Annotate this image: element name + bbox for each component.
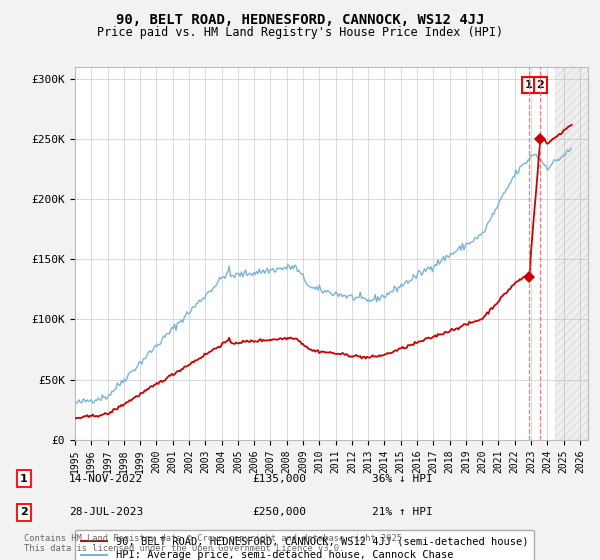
Text: Price paid vs. HM Land Registry's House Price Index (HPI): Price paid vs. HM Land Registry's House … [97,26,503,39]
Text: 90, BELT ROAD, HEDNESFORD, CANNOCK, WS12 4JJ: 90, BELT ROAD, HEDNESFORD, CANNOCK, WS12… [116,13,484,27]
Text: £250,000: £250,000 [252,507,306,517]
Text: 28-JUL-2023: 28-JUL-2023 [69,507,143,517]
Text: 2: 2 [20,507,28,517]
Bar [556,67,588,440]
Legend: 90, BELT ROAD, HEDNESFORD, CANNOCK, WS12 4JJ (semi-detached house), HPI: Average: 90, BELT ROAD, HEDNESFORD, CANNOCK, WS12… [75,530,535,560]
Text: Contains HM Land Registry data © Crown copyright and database right 2025.
This d: Contains HM Land Registry data © Crown c… [24,534,407,553]
Text: 14-NOV-2022: 14-NOV-2022 [69,474,143,484]
Text: 1: 1 [20,474,28,484]
Text: 21% ↑ HPI: 21% ↑ HPI [372,507,433,517]
Text: £135,000: £135,000 [252,474,306,484]
Text: 36% ↓ HPI: 36% ↓ HPI [372,474,433,484]
Text: 2: 2 [536,80,544,90]
Text: 1: 1 [525,80,533,90]
